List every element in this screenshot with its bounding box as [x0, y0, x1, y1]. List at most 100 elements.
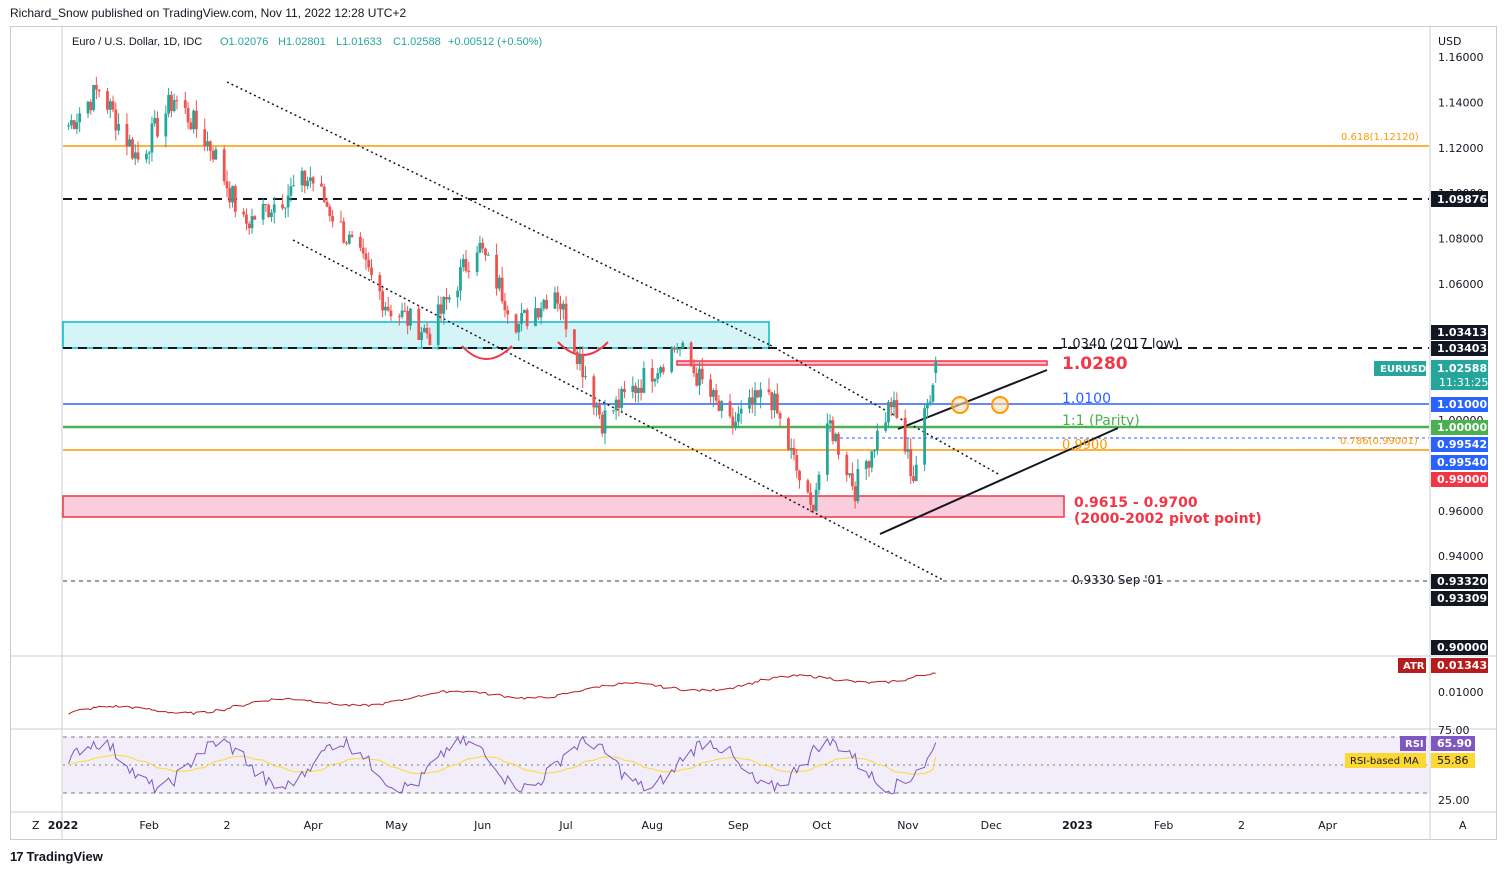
- candle-body: [150, 123, 154, 153]
- candle-body: [189, 122, 193, 130]
- candle-body: [261, 203, 265, 220]
- time-tick-0: 2022: [48, 819, 79, 832]
- rsi-tick-25: 25.00: [1438, 794, 1470, 807]
- channel-lower-line[interactable]: [292, 239, 944, 581]
- candle-body: [367, 259, 371, 268]
- resistance-zone-cyan[interactable]: [62, 321, 770, 349]
- candle-body: [228, 188, 232, 203]
- label-093309: 0.93309: [1437, 592, 1487, 605]
- channel-upper-line[interactable]: [226, 81, 771, 346]
- candle-body: [195, 110, 198, 130]
- candle-body: [245, 214, 248, 224]
- candle-body: [634, 385, 637, 394]
- auto-scale-button[interactable]: A: [1459, 819, 1467, 832]
- candle-body: [736, 413, 740, 422]
- candle-body: [345, 242, 348, 244]
- candle-body: [308, 177, 312, 181]
- candle-body: [864, 461, 868, 470]
- candle-body: [283, 207, 287, 209]
- price-tick-2: 1.12000: [1438, 142, 1484, 155]
- label-109876-bg: [1431, 191, 1488, 207]
- label-1000: 1.00000: [1437, 421, 1487, 434]
- parity-label: 1:1 (Parity): [1062, 413, 1140, 429]
- candle-body: [711, 390, 715, 397]
- candle-body: [322, 186, 326, 202]
- resistance-zone-1028[interactable]: [676, 360, 1048, 366]
- candle-body: [364, 253, 368, 260]
- candle-body: [767, 389, 771, 393]
- candle-body: [475, 252, 479, 273]
- candle-body: [642, 368, 646, 393]
- candle-body: [370, 267, 373, 276]
- atr-value: 0.01343: [1437, 659, 1487, 672]
- time-tick-1: Feb: [139, 819, 158, 832]
- candle-body: [789, 447, 793, 450]
- pivot-zone[interactable]: [62, 495, 1065, 518]
- candle-body: [292, 185, 296, 187]
- countdown: 11:31:25: [1439, 376, 1488, 389]
- candle-body: [289, 186, 293, 196]
- time-ticks: 2022 Feb 2 Apr May Jun Jul Aug Sep Oct Nov Dec 2023 F…: [48, 819, 1338, 832]
- candle-body: [231, 186, 234, 203]
- touch-circle-2: [991, 396, 1009, 414]
- candles-group: [67, 76, 938, 514]
- candle-body: [384, 306, 387, 311]
- candle-body: [225, 181, 229, 189]
- label-093320-bg: [1431, 574, 1488, 589]
- candle-body: [497, 277, 501, 289]
- candle-body: [598, 405, 601, 415]
- candle-body: [92, 85, 95, 111]
- label-0990-bg: [1431, 472, 1488, 487]
- candle-body: [206, 141, 209, 147]
- channel-upper-extension[interactable]: [769, 344, 1001, 476]
- candle-body: [675, 348, 679, 350]
- timezone-button[interactable]: Z: [32, 819, 40, 832]
- candle-body: [183, 100, 187, 109]
- legend-low: L1.01633: [336, 36, 382, 48]
- candle-body: [131, 139, 134, 159]
- candle-body: [428, 333, 432, 346]
- candle-body: [270, 212, 273, 217]
- candle-body: [97, 89, 101, 92]
- atr-value-bg: [1431, 658, 1488, 673]
- candle-body: [67, 125, 70, 127]
- candle-body: [792, 447, 796, 456]
- candle-body: [553, 292, 557, 309]
- candle-body: [884, 422, 888, 431]
- rsima-value-bg: [1431, 753, 1475, 768]
- candle-body: [700, 368, 704, 380]
- candle-body: [397, 316, 401, 318]
- time-tick-2: 2: [223, 819, 230, 832]
- candle-body: [659, 367, 662, 374]
- candle-body: [673, 348, 676, 350]
- candle-body: [695, 373, 699, 386]
- candle-body: [556, 292, 560, 304]
- candle-body: [875, 430, 879, 451]
- legend-symbol: Euro / U.S. Dollar, 1D, IDC: [72, 36, 202, 48]
- rsima-value: 55.86: [1437, 754, 1469, 767]
- candle-body: [136, 152, 140, 160]
- candle-body: [339, 221, 343, 223]
- candle-body: [759, 389, 763, 398]
- label-103413: 1.03413: [1437, 326, 1487, 339]
- time-tick-15: Apr: [1318, 819, 1338, 832]
- wedge-upper-line[interactable]: [897, 369, 1048, 430]
- label-090000: 0.90000: [1437, 641, 1487, 654]
- candle-body: [561, 303, 565, 310]
- publisher-line: Richard_Snow published on TradingView.co…: [10, 6, 407, 20]
- rsima-tag: RSI-based MA: [1350, 756, 1419, 767]
- candle-body: [144, 153, 148, 160]
- wedge-lower-line[interactable]: [879, 427, 1119, 535]
- candle-body: [620, 388, 624, 408]
- time-tick-12: 2023: [1062, 819, 1093, 832]
- candle-body: [422, 327, 426, 333]
- rsi-ma-line: [68, 754, 937, 775]
- legend-change: +0.00512 (+0.50%): [448, 36, 542, 48]
- rsi-value: 65.90: [1437, 737, 1472, 750]
- candle-body: [617, 399, 621, 408]
- candle-body: [467, 270, 471, 273]
- candle-body: [850, 473, 854, 487]
- candle-body: [281, 204, 284, 209]
- time-tick-11: Dec: [981, 819, 1002, 832]
